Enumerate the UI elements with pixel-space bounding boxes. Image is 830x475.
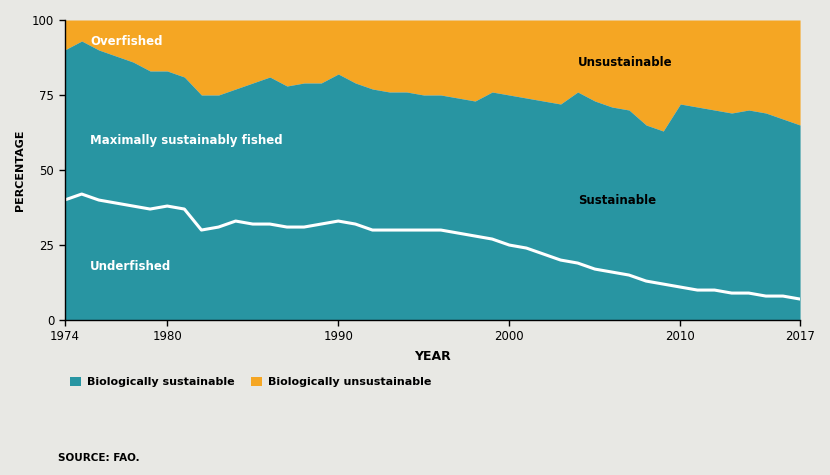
Text: Unsustainable: Unsustainable: [578, 56, 672, 68]
Text: Maximally sustainably fished: Maximally sustainably fished: [90, 133, 283, 146]
Text: Sustainable: Sustainable: [578, 193, 656, 207]
Text: Overfished: Overfished: [90, 35, 163, 48]
Y-axis label: PERCENTAGE: PERCENTAGE: [15, 129, 25, 211]
X-axis label: YEAR: YEAR: [414, 351, 451, 363]
Legend: Biologically sustainable, Biologically unsustainable: Biologically sustainable, Biologically u…: [71, 377, 431, 387]
Text: SOURCE: FAO.: SOURCE: FAO.: [58, 453, 139, 463]
Text: Underfished: Underfished: [90, 259, 172, 273]
